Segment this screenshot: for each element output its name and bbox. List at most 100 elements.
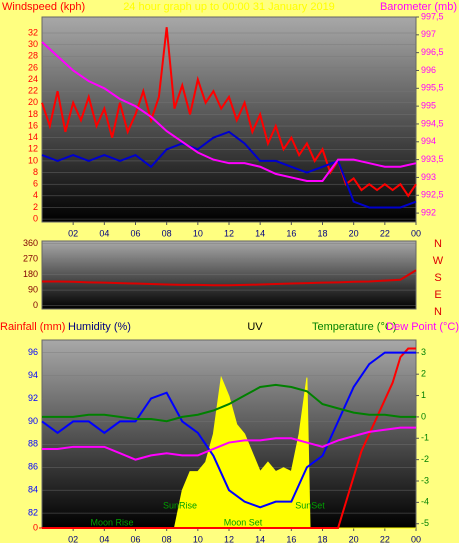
series-line (41, 27, 417, 198)
series-line (41, 351, 416, 509)
y2-tick-label: 995 (421, 101, 436, 111)
x-tick-label: 12 (224, 228, 234, 238)
y-tick-label: 88 (28, 439, 38, 449)
series-line (41, 130, 417, 209)
y2-tick-label: 993 (421, 172, 436, 182)
y2-tick-label: 992 (421, 207, 436, 217)
y-tick-label: 10 (28, 155, 38, 165)
y2-tick-label: -4 (421, 497, 429, 507)
annotation: Moon Set (224, 517, 263, 527)
series-label: Temperature (°C) (312, 321, 396, 333)
y-tick-label: 0 (33, 300, 38, 310)
rain-tick-label: 0 (33, 522, 38, 532)
y-tick-label: 12 (28, 144, 38, 154)
y2-tick-label: 2 (421, 369, 426, 379)
x-tick-label: 08 (162, 534, 172, 543)
y-tick-label: 20 (28, 97, 38, 107)
y-tick-label: 32 (28, 27, 38, 37)
annotation: Moon Rise (90, 517, 133, 527)
x-tick-label: 16 (286, 228, 296, 238)
x-tick-label: 10 (193, 534, 203, 543)
y2-tick-label: 994,5 (421, 118, 444, 128)
y-tick-label: 270 (23, 253, 38, 263)
y-tick-label: 180 (23, 269, 38, 279)
y2-tick-label: 996 (421, 65, 436, 75)
y-tick-label: 18 (28, 109, 38, 119)
x-tick-label: 06 (130, 534, 140, 543)
series-line (41, 41, 417, 182)
y2-tick-label: 993,5 (421, 154, 444, 164)
y2-tick-label: 3 (421, 347, 426, 357)
series-label: Dew Point (°C) (386, 321, 459, 333)
x-tick-label: 18 (317, 228, 327, 238)
y2-tick-label: -3 (421, 475, 429, 485)
y-tick-label: 86 (28, 462, 38, 472)
chart-title: 24 hour graph up to 00:00 31 January 201… (123, 1, 335, 13)
y-tick-label: 16 (28, 120, 38, 130)
y2-axis-label: Barometer (mb) (380, 1, 457, 13)
y-tick-label: 94 (28, 370, 38, 380)
y2-tick-label: -2 (421, 454, 429, 464)
x-tick-label: 22 (380, 534, 390, 543)
y-tick-label: 24 (28, 74, 38, 84)
series-label: Humidity (%) (68, 321, 131, 333)
x-tick-label: 02 (68, 534, 78, 543)
x-tick-label: 06 (130, 228, 140, 238)
y-tick-label: 0 (33, 213, 38, 223)
direction-label: N (434, 306, 442, 318)
y-tick-label: 6 (33, 179, 38, 189)
y-tick-label: 26 (28, 62, 38, 72)
plot-area (41, 16, 417, 223)
y2-tick-label: 1 (421, 390, 426, 400)
series-label: Rainfall (mm) (0, 321, 65, 333)
x-tick-label: 02 (68, 228, 78, 238)
y-tick-label: 30 (28, 39, 38, 49)
y2-tick-label: 996,5 (421, 47, 444, 57)
x-tick-label: 00 (411, 534, 421, 543)
y-tick-label: 360 (23, 238, 38, 248)
direction-label: E (434, 289, 441, 301)
x-tick-label: 16 (286, 534, 296, 543)
series-line (42, 347, 416, 529)
y2-tick-label: 997,5 (421, 11, 444, 21)
series-line (42, 269, 417, 287)
y-tick-label: 84 (28, 485, 38, 495)
annotation: SunRise (163, 500, 197, 510)
y-tick-label: 4 (33, 190, 38, 200)
x-tick-label: 12 (224, 534, 234, 543)
y2-tick-label: 992,5 (421, 190, 444, 200)
y-tick-label: 2 (33, 202, 38, 212)
y-tick-label: 90 (28, 284, 38, 294)
y2-tick-label: 997 (421, 29, 436, 39)
y-axis-label: Windspeed (kph) (2, 1, 85, 13)
annotation: SunSet (295, 500, 325, 510)
direction-label: N (434, 238, 442, 250)
y-tick-label: 14 (28, 132, 38, 142)
x-tick-label: 18 (317, 534, 327, 543)
x-tick-label: 10 (193, 228, 203, 238)
x-tick-label: 20 (349, 534, 359, 543)
x-tick-label: 04 (99, 534, 109, 543)
y2-tick-label: 0 (421, 411, 426, 421)
y-tick-label: 90 (28, 416, 38, 426)
x-tick-label: 14 (255, 228, 265, 238)
y-tick-label: 8 (33, 167, 38, 177)
direction-label: W (433, 255, 444, 267)
direction-label: S (434, 272, 441, 284)
uv-area (42, 375, 416, 529)
series-line (42, 383, 416, 423)
x-tick-label: 04 (99, 228, 109, 238)
series-label: UV (247, 321, 263, 333)
y-tick-label: 22 (28, 86, 38, 96)
x-tick-label: 20 (349, 228, 359, 238)
y-tick-label: 28 (28, 51, 38, 61)
x-tick-label: 14 (255, 534, 265, 543)
y-tick-label: 96 (28, 347, 38, 357)
series-line (42, 426, 416, 461)
y2-tick-label: -5 (421, 518, 429, 528)
x-tick-label: 22 (380, 228, 390, 238)
x-tick-label: 08 (162, 228, 172, 238)
y-tick-label: 92 (28, 393, 38, 403)
plot-area (41, 240, 417, 310)
